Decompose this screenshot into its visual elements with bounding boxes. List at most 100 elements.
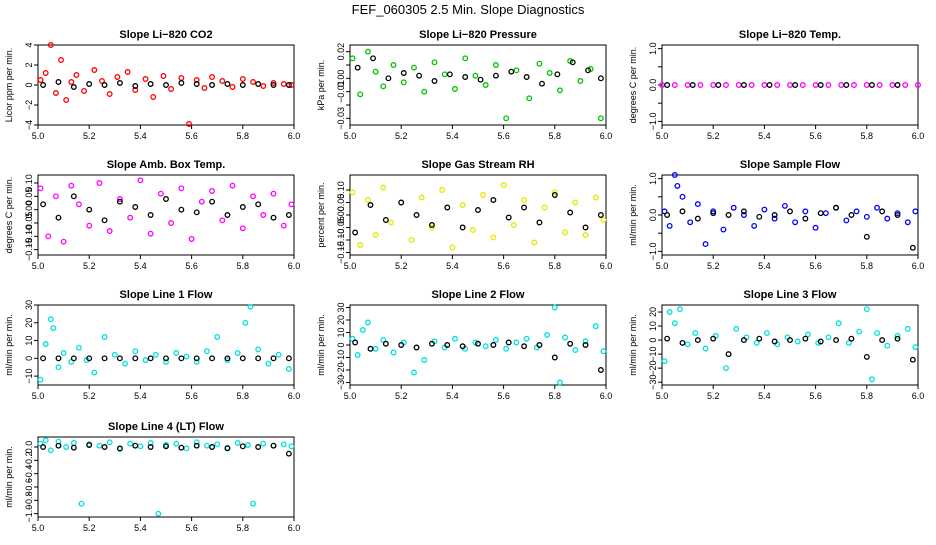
data-point [843,217,850,224]
data-point [556,379,563,386]
data-point [904,325,911,332]
x-tick-label: 5.6 [497,391,510,401]
data-point [697,82,704,88]
reference-point [554,71,561,78]
data-point [186,121,192,127]
reference-point [255,201,262,208]
x-tick-label: 5.0 [344,391,357,401]
data-point [364,48,371,55]
data-point [510,222,517,228]
data-point [733,325,740,332]
reference-point [224,355,231,362]
x-tick-label: 5.8 [549,261,562,271]
x-tick-label: 5.2 [83,131,96,141]
data-point [771,215,778,222]
reference-point [710,210,717,217]
reference-point [40,82,47,88]
y-tick-label: 30 [24,300,34,310]
data-point [441,71,448,78]
reference-point [444,342,451,348]
reference-point [863,353,870,360]
data-point [73,72,80,78]
data-point [723,82,729,88]
data-point [91,67,98,73]
x-tick-label: 5.2 [83,523,96,533]
chart-panel: Slope Line 3 Flow 5.0 5.2 5.4 5.6 5.8 6.0 −30−2… [628,289,924,401]
data-point [666,222,673,229]
reference-point [193,209,200,216]
data-point [357,242,364,248]
data-point [710,82,717,88]
reference-point [385,75,392,82]
data-point [388,219,394,226]
x-tick-label: 5.0 [344,131,357,141]
data-point [421,88,428,95]
y-tick-label: −20 [648,361,658,376]
data-point [37,77,44,83]
data-point [285,366,292,372]
reference-point [270,355,277,362]
data-point [439,187,446,193]
x-tick-label: 5.2 [707,391,720,401]
data-point [462,55,469,62]
reference-point [101,217,108,224]
data-point [183,353,190,360]
data-point [702,345,709,352]
x-tick-label: 5.0 [32,261,45,271]
data-point [449,244,456,251]
data-point [748,82,755,88]
x-tick-label: 5.0 [344,261,357,271]
reference-point [597,212,604,218]
y-tick-label: −0.01 [336,80,346,103]
data-point [684,341,691,348]
x-tick-label: 5.4 [758,261,771,271]
data-point [68,182,75,189]
data-point [106,228,113,234]
data-point [214,441,221,448]
x-tick-label: 6.0 [288,131,301,141]
y-tick-label: 0.00 [336,206,346,224]
reference-point [787,208,793,215]
x-tick-label: 5.4 [134,391,147,401]
data-point [76,201,82,208]
data-point [157,190,164,197]
reference-point [740,82,747,88]
data-point [372,68,379,75]
data-point [209,74,216,80]
data-point [408,237,415,243]
data-point [193,358,200,365]
y-tick-label: −10 [336,350,346,365]
data-point [546,70,553,76]
data-point [459,202,466,208]
y-tick-label: 0.0 [648,79,658,92]
data-point [661,358,668,365]
plot-frame [37,436,295,518]
data-point [173,350,180,356]
y-tick-label: −0.4 [24,465,34,483]
data-point [835,320,842,327]
data-point [503,345,510,352]
x-tick-label: 5.4 [134,523,147,533]
data-point [915,82,921,88]
y-axis-label: degrees C per min. [4,177,14,254]
data-point [679,193,686,200]
y-tick-label: 0.05 [336,194,346,212]
y-tick-label: −10 [24,368,34,383]
reference-point [416,72,423,79]
data-point [723,365,729,372]
chart-panel: Slope Li−820 Pressure 5.0 5.2 5.4 5.6 5.8 6.0 −… [316,29,612,141]
data-point [242,319,249,326]
plot-frame [37,174,295,256]
x-tick-label: 5.6 [809,391,822,401]
reference-point [178,355,185,362]
data-point [562,229,568,236]
data-point [469,227,476,233]
reference-point [551,192,558,198]
data-point [42,341,49,348]
data-point [372,232,379,238]
reference-point [766,82,773,88]
reference-point [567,209,574,216]
data-point [856,328,863,335]
reference-point [255,355,262,362]
data-point [188,236,195,242]
